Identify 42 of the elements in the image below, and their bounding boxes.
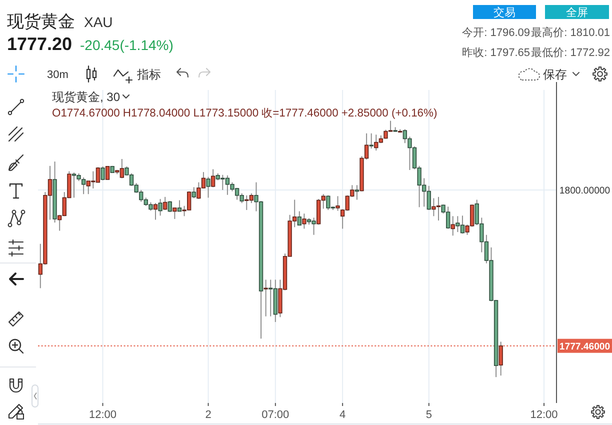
candlestick	[172, 207, 177, 220]
x-tick-label: 12:00	[530, 409, 558, 421]
candlestick	[192, 186, 196, 199]
candlestick	[498, 341, 503, 376]
text: 1800.00000	[559, 186, 610, 196]
button: 全屏	[545, 5, 609, 19]
text: 指标	[136, 68, 161, 82]
text: 昨收: 1797.65	[462, 47, 530, 59]
chart-title: 现货黄金	[7, 12, 75, 31]
text: 保存	[543, 68, 567, 82]
text: -20.45(-1.14%)	[80, 37, 174, 53]
text: 最高价: 1810.01	[531, 26, 610, 39]
candlestick	[206, 176, 210, 198]
x-tick-label: 12:00	[88, 409, 117, 421]
text: 最低价: 1772.92	[531, 47, 610, 59]
candlestick	[369, 132, 374, 149]
candlestick	[168, 200, 172, 213]
candlestick	[354, 184, 360, 200]
chart-subtitle: XAU	[84, 14, 113, 30]
candlestick	[158, 198, 162, 216]
candlestick	[105, 166, 110, 180]
text: 现货黄金, 30	[52, 90, 120, 104]
candlestick	[264, 279, 268, 317]
candlestick	[336, 196, 340, 212]
text: 今开: 1796.09	[462, 27, 530, 39]
x-tick-label: 4	[340, 409, 346, 421]
x-tick-label: 07:00	[262, 409, 290, 421]
candlestick	[100, 166, 105, 181]
candlestick	[302, 213, 306, 230]
candlestick	[153, 202, 158, 220]
x-tick-label: 2	[205, 409, 212, 421]
text: O1774.67000 H1778.04000 L1773.15000 收=1777.46000 +2.85000 (+0.16%)	[52, 108, 438, 120]
text: 1777.46000	[559, 341, 610, 352]
button: 交易	[473, 5, 536, 19]
text: 1777.20	[7, 34, 72, 54]
candlestick	[297, 210, 302, 226]
text: 30m	[47, 69, 68, 81]
candlestick	[177, 200, 182, 212]
candlestick	[450, 216, 455, 236]
candlestick	[210, 168, 216, 188]
candlestick	[163, 196, 168, 210]
x-tick-label: 5	[426, 409, 432, 421]
